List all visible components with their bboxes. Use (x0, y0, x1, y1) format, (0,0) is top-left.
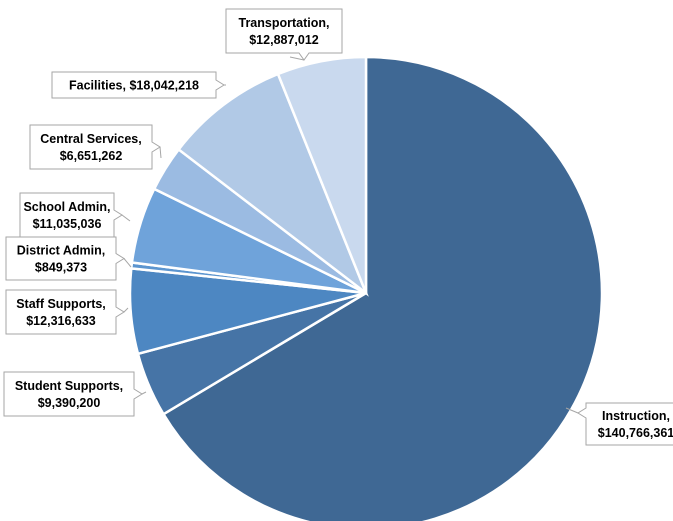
leader-line (121, 214, 131, 222)
data-label-value: $11,035,036 (33, 217, 102, 231)
data-label-value: $12,316,633 (26, 314, 96, 328)
data-label-box (3, 371, 143, 417)
pie-slices (128, 55, 604, 521)
data-label-value: $6,651,262 (60, 149, 123, 163)
pie-slice-transportation (276, 55, 368, 294)
data-label-district-admin: District Admin, $849,373 (5, 236, 132, 281)
data-label-school-admin: School Admin, $11,035,036 (19, 192, 131, 238)
data-label-category: Central Services, (40, 132, 141, 146)
data-label-category: District Admin, (17, 244, 105, 258)
leader-line (159, 146, 162, 159)
data-label-category: Staff Supports, (16, 297, 106, 311)
data-label-box (577, 402, 673, 446)
data-label-box (225, 8, 343, 61)
leader-line (289, 56, 305, 61)
data-label-student-supports: Student Supports, $9,390,200 (3, 371, 147, 417)
data-label-value: $12,887,012 (249, 33, 319, 47)
data-labels: Instruction, $140,766,361 Student Supports… (3, 8, 673, 446)
data-label-category: Student Supports, (15, 379, 123, 393)
data-label-central-services: Central Services, $6,651,262 (29, 124, 162, 170)
data-label-box (5, 236, 125, 281)
leader-line (141, 391, 147, 395)
data-label-transportation: Transportation, $12,887,012 (225, 8, 343, 61)
data-label-facilities: Facilities, $18,042,218 (51, 71, 226, 99)
data-label-category: Transportation, (239, 16, 330, 30)
data-label-box (29, 124, 161, 170)
data-label-instruction: Instruction, $140,766,361 (565, 402, 673, 446)
leader-line (123, 258, 132, 268)
data-label-box (19, 192, 123, 238)
data-label-value: $9,390,200 (38, 396, 101, 410)
data-label-value: $849,373 (35, 261, 87, 275)
pie-slice-instruction (161, 55, 604, 521)
data-label-box (51, 71, 225, 99)
data-label-category: School Admin, (23, 200, 110, 214)
data-label-category: Facilities, $18,042,218 (69, 79, 199, 93)
data-label-box (5, 289, 125, 335)
data-label-category: Instruction, (602, 409, 670, 423)
leader-line (123, 307, 129, 313)
data-label-staff-supports: Staff Supports, $12,316,633 (5, 289, 129, 335)
data-label-value: $140,766,361 (598, 426, 673, 440)
pie-slice-facilities (176, 72, 369, 297)
leader-line (565, 407, 579, 414)
